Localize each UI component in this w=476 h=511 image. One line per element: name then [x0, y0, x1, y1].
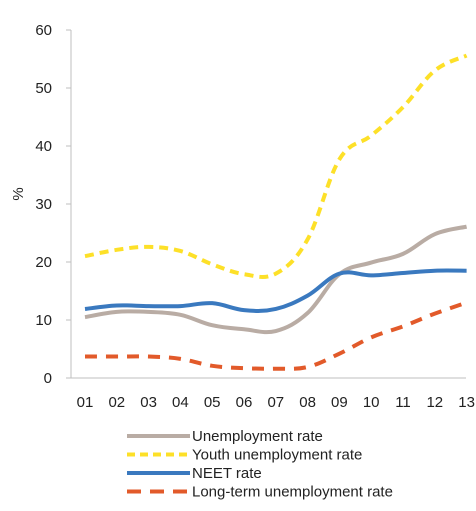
x-tick-label: 02 — [108, 394, 125, 411]
y-axis-label: % — [10, 187, 27, 200]
x-tick-label: 06 — [236, 394, 253, 411]
x-tick-label: 08 — [299, 394, 316, 411]
y-tick-label: 30 — [35, 196, 52, 213]
legend-label-youth-unemployment-rate: Youth unemployment rate — [192, 447, 362, 464]
series-line-long-term-unemployment-rate — [84, 300, 468, 371]
x-tick-label: 07 — [267, 394, 284, 411]
series-lines — [84, 53, 468, 371]
x-tick-label: 01 — [77, 394, 94, 411]
y-tick-label: 40 — [35, 138, 52, 155]
y-tick-label: 20 — [35, 254, 52, 271]
x-tick-label: 09 — [331, 394, 348, 411]
series-line-youth-unemployment-rate — [84, 53, 468, 279]
x-tick-label: 12 — [426, 394, 443, 411]
x-tick-label: 03 — [140, 394, 157, 411]
axes — [70, 30, 466, 379]
y-tick-label: 50 — [35, 80, 52, 97]
x-tick-label: 11 — [395, 394, 411, 411]
y-tick-labels: 0 10 20 30 40 50 60 — [35, 22, 71, 387]
y-tick-label: 10 — [35, 312, 52, 329]
series-line-unemployment-rate — [84, 224, 468, 335]
series-line-neet-rate — [84, 268, 467, 313]
y-tick-label: 60 — [35, 22, 52, 39]
legend-label-unemployment-rate: Unemployment rate — [192, 428, 323, 445]
x-tick-labels: 01 02 03 04 05 06 07 08 09 10 11 12 13 — [77, 394, 475, 411]
legend: Unemployment rate Youth unemployment rate… — [127, 428, 393, 501]
legend-label-neet-rate: NEET rate — [192, 465, 262, 482]
x-tick-label: 04 — [172, 394, 189, 411]
x-tick-label: 13 — [458, 394, 475, 411]
legend-label-long-term-unemployment-rate: Long-term unemployment rate — [192, 484, 393, 501]
x-tick-label: 05 — [204, 394, 221, 411]
y-tick-label: 0 — [44, 370, 52, 387]
x-tick-label: 10 — [363, 394, 380, 411]
